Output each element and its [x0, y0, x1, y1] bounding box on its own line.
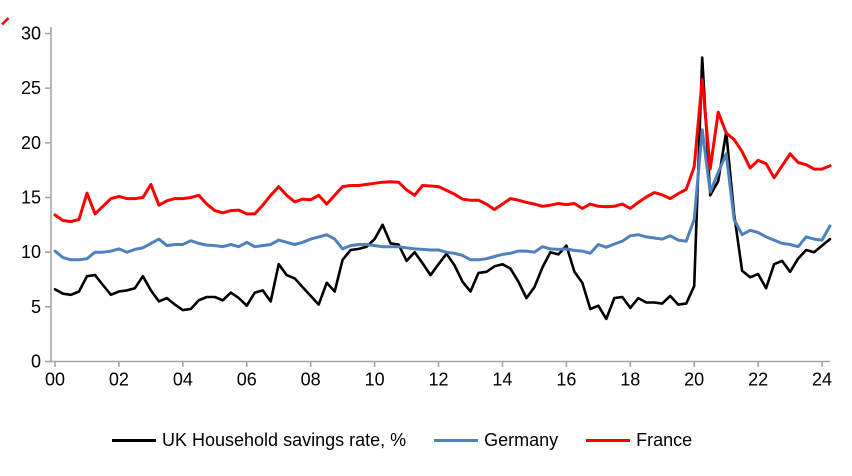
svg-text:22: 22 [748, 370, 768, 390]
legend-label-uk: UK Household savings rate, % [162, 430, 407, 450]
legend-item-germany: Germany [434, 430, 558, 451]
germany-line-swatch [434, 439, 479, 442]
svg-text:14: 14 [492, 370, 512, 390]
svg-text:00: 00 [45, 370, 65, 390]
svg-text:20: 20 [21, 133, 41, 153]
legend-item-france: France [586, 430, 692, 451]
svg-text:10: 10 [365, 370, 385, 390]
svg-text:15: 15 [21, 188, 41, 208]
svg-text:24: 24 [812, 370, 832, 390]
svg-text:04: 04 [173, 370, 193, 390]
svg-text:12: 12 [429, 370, 449, 390]
svg-text:5: 5 [31, 297, 41, 317]
uk-line-swatch [112, 439, 156, 442]
svg-text:30: 30 [21, 24, 41, 44]
legend-label-france: France [636, 430, 693, 450]
chart-legend: UK Household savings rate, % Germany Fra… [112, 430, 692, 451]
svg-text:0: 0 [31, 352, 41, 372]
svg-text:25: 25 [21, 78, 41, 98]
svg-text:06: 06 [237, 370, 257, 390]
svg-text:20: 20 [684, 370, 704, 390]
svg-text:18: 18 [620, 370, 640, 390]
svg-text:02: 02 [109, 370, 129, 390]
svg-text:10: 10 [21, 242, 41, 262]
legend-item-uk: UK Household savings rate, % [112, 430, 406, 451]
svg-text:08: 08 [301, 370, 321, 390]
france-line-swatch [586, 439, 631, 442]
svg-text:16: 16 [556, 370, 576, 390]
legend-label-germany: Germany [484, 430, 559, 450]
